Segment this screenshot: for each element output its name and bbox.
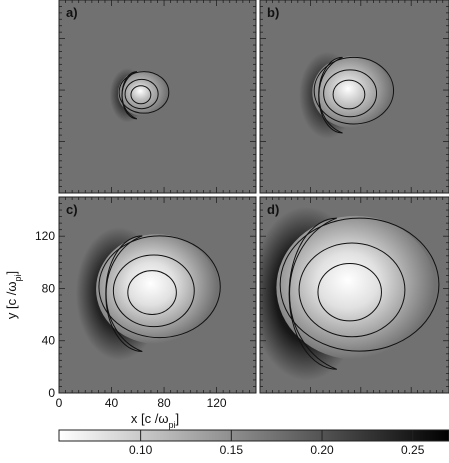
x-tick-label: 0 (56, 396, 63, 410)
x-axis-label: x [c /ωpi] (131, 411, 179, 430)
y-tick-label: 40 (42, 334, 56, 348)
cavity (276, 215, 436, 360)
contour-line (98, 235, 221, 339)
colorbar-tick-label: 0.10 (129, 443, 153, 457)
x-tick-label: 80 (157, 396, 171, 410)
crescent-contour (121, 71, 138, 120)
panel-label: c) (66, 202, 78, 217)
contour-line (332, 79, 366, 110)
y-axis-label: y [c /ωpi] (4, 271, 23, 319)
contour-line (112, 254, 195, 328)
contour-line (323, 69, 378, 118)
crescent-contour (318, 56, 343, 134)
colorbar-tick-label: 0.25 (401, 443, 425, 457)
contour-line (127, 270, 177, 315)
panel-c: c) (58, 196, 257, 394)
contour-line (130, 85, 152, 105)
colorbar-tick-label: 0.20 (310, 443, 334, 457)
contour-line (279, 217, 440, 352)
colorbar: 0.10 0.15 0.20 0.25 (58, 429, 449, 457)
x-tick-label: 40 (105, 396, 119, 410)
x-tick-label: 120 (207, 396, 227, 410)
crescent-contour (105, 235, 143, 352)
contour-line (124, 78, 159, 110)
contour-line (118, 71, 170, 114)
panel-d: d) (259, 196, 449, 394)
contour-line (317, 262, 382, 322)
panel-label: b) (267, 5, 279, 20)
crescent-contour (288, 217, 338, 370)
contour-line (298, 242, 406, 338)
y-tick-label: 120 (35, 229, 55, 243)
panel-b: b) (259, 0, 449, 194)
panel-label: a) (66, 5, 78, 20)
contour-line (313, 56, 395, 125)
y-tick-label: 80 (42, 281, 56, 295)
panel-label: d) (267, 202, 279, 217)
cavity (96, 234, 218, 344)
colorbar-gradient (58, 429, 449, 442)
y-tick-label: 0 (48, 386, 55, 400)
colorbar-tick-label: 0.15 (220, 443, 244, 457)
panel-a: a) (58, 0, 257, 194)
